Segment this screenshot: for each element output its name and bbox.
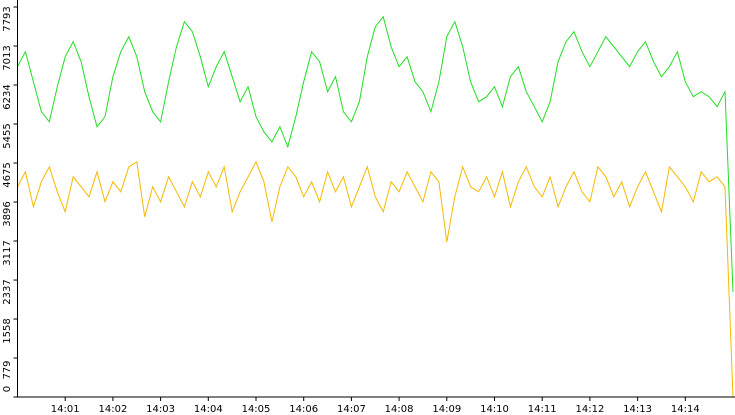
x-tick-label: 14:03 (146, 404, 175, 415)
y-tick-label: 7793 (2, 6, 13, 31)
x-tick-label: 14:09 (432, 404, 461, 415)
y-tick-label: 1558 (2, 318, 13, 343)
x-tick-label: 14:13 (623, 404, 652, 415)
x-tick-label: 14:08 (385, 404, 414, 415)
y-tick-label: 4675 (2, 162, 13, 187)
data-line (17, 15, 734, 292)
y-tick-label: 779 (2, 360, 13, 379)
x-tick-label: 14:06 (289, 404, 318, 415)
y-tick-label: 3117 (2, 240, 13, 265)
x-tick-label: 14:10 (480, 404, 509, 415)
x-tick-label: 14:11 (528, 404, 557, 415)
x-tick-label: 14:14 (671, 404, 700, 415)
x-tick-label: 14:07 (337, 404, 366, 415)
y-tick-label: 7013 (2, 45, 13, 70)
y-tick-label: 3896 (2, 201, 13, 226)
y-tick-label: 2337 (2, 279, 13, 304)
x-tick-label: 14:05 (242, 404, 271, 415)
x-tick-label: 14:02 (98, 404, 127, 415)
y-tick-label: 0 (2, 386, 13, 392)
x-tick-label: 14:12 (575, 404, 604, 415)
y-tick-label: 5455 (2, 123, 13, 148)
y-tick-label: 6234 (2, 84, 13, 109)
data-line (17, 160, 734, 398)
x-tick-label: 14:01 (51, 404, 80, 415)
x-tick-label: 14:04 (194, 404, 223, 415)
